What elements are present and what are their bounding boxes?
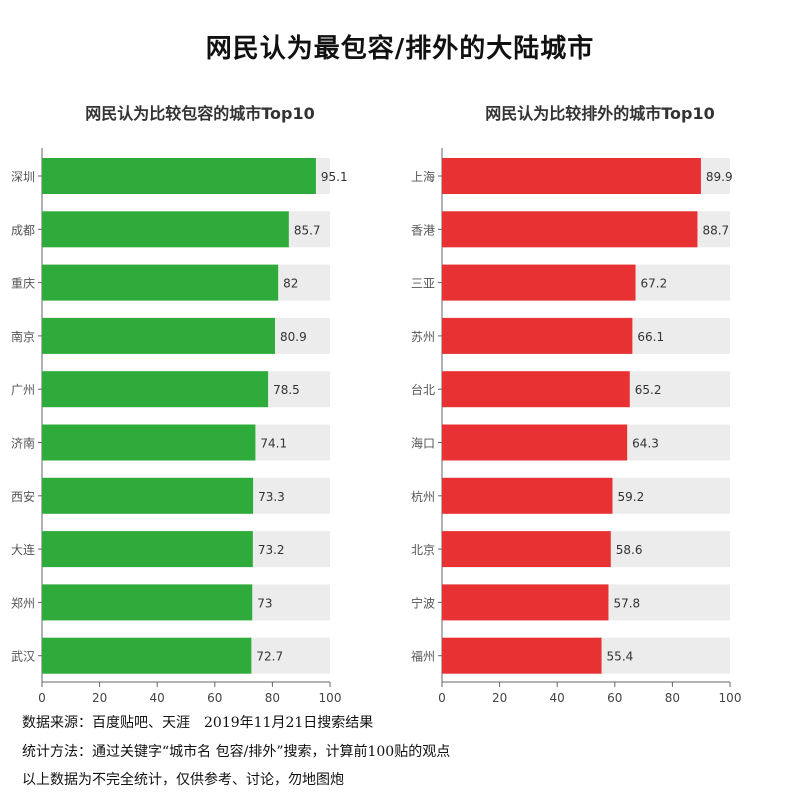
exclusive-chart-plot: 上海 89.9 香港 88.7 三亚 67.2 苏州 66.1 台北 65.2 海口 64.3 杭州 59…	[411, 148, 742, 705]
exclusive-category-label: 海口	[411, 436, 435, 451]
exclusive-chart: 网民认为比较排外的城市Top10 上海 89.9 香港 88.7 三亚 67.2 苏州 66.…	[400, 95, 790, 705]
exclusive-category-label: 北京	[411, 543, 435, 557]
inclusive-value-label: 73.2	[258, 543, 285, 557]
exclusive-value-label: 88.7	[702, 223, 729, 237]
inclusive-value-label: 74.1	[260, 437, 287, 451]
inclusive-category-label: 成都	[11, 223, 35, 237]
inclusive-bar	[42, 264, 279, 301]
inclusive-value-label: 80.9	[280, 330, 307, 344]
inclusive-x-tick-label: 100	[319, 691, 342, 705]
exclusive-category-label: 宁波	[411, 595, 435, 610]
inclusive-x-tick-label: 80	[265, 691, 280, 705]
exclusive-value-label: 65.2	[635, 383, 662, 397]
inclusive-chart: 网民认为比较包容的城市Top10 深圳 95.1 成都 85.7 重庆 82 南京 80.9 广…	[0, 95, 390, 705]
exclusive-value-label: 55.4	[607, 650, 634, 664]
inclusive-value-label: 73.3	[258, 490, 285, 504]
inclusive-bar	[42, 531, 253, 568]
inclusive-chart-title: 网民认为比较包容的城市Top10	[85, 104, 315, 123]
exclusive-category-label: 苏州	[411, 330, 435, 344]
exclusive-x-tick-label: 20	[492, 691, 507, 705]
inclusive-category-label: 武汉	[11, 650, 35, 664]
exclusive-bar	[442, 211, 698, 248]
page-title: 网民认为最包容/排外的大陆城市	[205, 34, 595, 64]
exclusive-value-label: 89.9	[706, 170, 733, 184]
inclusive-bar	[42, 317, 275, 354]
exclusive-category-label: 台北	[411, 382, 435, 397]
inclusive-value-label: 72.7	[256, 650, 283, 664]
inclusive-value-label: 78.5	[273, 383, 300, 397]
exclusive-category-label: 福州	[411, 649, 435, 664]
inclusive-x-tick-label: 40	[150, 691, 165, 705]
exclusive-bar	[442, 371, 630, 408]
exclusive-bar	[442, 637, 602, 674]
inclusive-value-label: 73	[257, 596, 272, 610]
exclusive-value-label: 64.3	[632, 437, 659, 451]
inclusive-bar	[42, 637, 252, 674]
inclusive-bar	[42, 158, 316, 194]
exclusive-category-label: 三亚	[411, 277, 435, 291]
inclusive-category-label: 深圳	[11, 170, 35, 184]
exclusive-x-tick-label: 80	[665, 691, 680, 705]
inclusive-bar	[42, 477, 254, 514]
inclusive-bar	[42, 371, 269, 408]
inclusive-x-tick-label: 0	[38, 691, 46, 705]
exclusive-category-label: 杭州	[411, 489, 435, 504]
inclusive-value-label: 85.7	[294, 223, 321, 237]
exclusive-x-tick-label: 40	[550, 691, 565, 705]
inclusive-category-label: 郑州	[11, 595, 35, 610]
exclusive-chart-title: 网民认为比较排外的城市Top10	[485, 104, 715, 123]
exclusive-x-tick-label: 0	[438, 691, 446, 705]
exclusive-bar	[442, 584, 609, 621]
exclusive-bar	[442, 317, 633, 354]
exclusive-bar	[442, 477, 613, 514]
exclusive-x-tick-label: 60	[607, 691, 622, 705]
exclusive-bar	[442, 424, 628, 461]
inclusive-category-label: 南京	[11, 329, 35, 344]
footer-method: 统计方法：通过关键字“城市名 包容/排外”搜索，计算前100贴的观点	[22, 744, 451, 760]
inclusive-bar	[42, 211, 289, 248]
inclusive-value-label: 82	[283, 277, 298, 291]
inclusive-category-label: 重庆	[11, 277, 35, 291]
inclusive-category-label: 济南	[11, 436, 35, 451]
exclusive-x-tick-label: 100	[719, 691, 742, 705]
footer-source: 数据来源：百度贴吧、天涯 2019年11月21日搜索结果	[22, 715, 374, 731]
exclusive-category-label: 上海	[411, 169, 435, 184]
exclusive-value-label: 57.8	[613, 596, 640, 610]
exclusive-bar	[442, 158, 701, 194]
exclusive-bar	[442, 264, 636, 301]
exclusive-value-label: 66.1	[637, 330, 664, 344]
exclusive-category-label: 香港	[411, 223, 435, 237]
inclusive-category-label: 大连	[11, 542, 35, 557]
inclusive-x-tick-label: 60	[207, 691, 222, 705]
footer-disclaimer: 以上数据为不完全统计，仅供参考、讨论，勿地图炮	[22, 772, 344, 788]
inclusive-bar	[42, 584, 253, 621]
exclusive-value-label: 67.2	[641, 277, 668, 291]
inclusive-bar	[42, 424, 256, 461]
inclusive-chart-plot: 深圳 95.1 成都 85.7 重庆 82 南京 80.9 广州 78.5 济南 74.1 西安 73.3…	[11, 148, 348, 705]
inclusive-category-label: 西安	[11, 489, 35, 504]
exclusive-value-label: 58.6	[616, 543, 643, 557]
inclusive-category-label: 广州	[11, 383, 35, 397]
exclusive-value-label: 59.2	[617, 490, 644, 504]
inclusive-x-tick-label: 20	[92, 691, 107, 705]
exclusive-bar	[442, 531, 611, 568]
inclusive-value-label: 95.1	[321, 170, 348, 184]
